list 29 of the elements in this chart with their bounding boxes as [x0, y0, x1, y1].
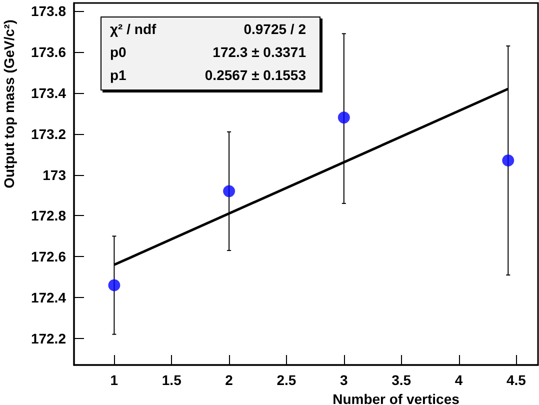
annotation: 0.9725 / 2 — [244, 21, 306, 37]
y-tick-label: 173.8 — [30, 3, 66, 20]
y-tick-label: 172.6 — [30, 248, 66, 265]
annotation: 0.2567 ± 0.1553 — [204, 67, 306, 83]
annotation: 172.3 ± 0.3371 — [212, 44, 306, 60]
y-tick-label: 173.4 — [30, 84, 66, 101]
x-tick-label: 3.5 — [392, 372, 412, 388]
y-tick-label: 173.2 — [30, 126, 66, 142]
y-tick-label: 173.6 — [30, 44, 66, 60]
x-tick-label: 1.5 — [162, 372, 182, 388]
x-tick-label: 4 — [454, 372, 463, 388]
y-tick-label: 172.2 — [30, 330, 66, 346]
point — [338, 112, 350, 124]
point — [108, 279, 120, 292]
point — [502, 154, 514, 166]
y-tick-label: 172.8 — [30, 208, 66, 224]
y-tick-label: 173 — [42, 166, 66, 183]
x-tick-label: 2 — [225, 372, 234, 388]
x-tick-label: 2.5 — [276, 372, 296, 388]
x-tick-label: 1 — [110, 372, 118, 388]
y-axis-title: Output top mass (GeV/c²) — [1, 20, 17, 188]
annotation: p1 — [110, 67, 127, 83]
annotation: χ² / ndf — [110, 21, 156, 37]
point — [223, 185, 236, 198]
x-axis-title: Number of vertices — [332, 390, 460, 405]
x-tick-label: 4.5 — [506, 372, 526, 388]
y-tick-label: 172.4 — [30, 290, 66, 306]
x-tick-label: 3 — [340, 372, 348, 388]
annotation: p0 — [110, 44, 127, 60]
